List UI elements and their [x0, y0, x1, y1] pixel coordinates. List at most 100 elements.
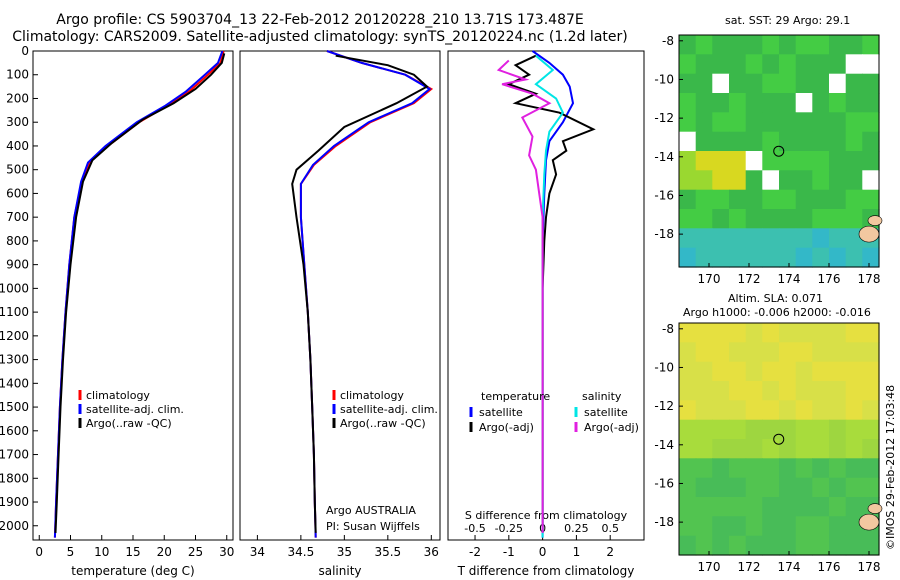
map-cell — [829, 342, 847, 363]
map-cell — [745, 516, 763, 537]
map-cell — [862, 73, 880, 94]
map-cell — [829, 535, 847, 556]
y-tick-label: 200 — [6, 91, 29, 105]
series-line — [496, 59, 552, 533]
map-cell — [695, 361, 713, 382]
map-cell — [762, 516, 780, 537]
map-x-tick-label: 178 — [858, 272, 881, 286]
map-cell — [712, 361, 730, 382]
map-cell — [779, 497, 797, 517]
map-cell — [762, 400, 780, 421]
map-cell — [779, 535, 797, 556]
map-cell — [829, 35, 847, 55]
map-cell — [812, 228, 830, 249]
map-cell — [745, 35, 763, 55]
map-cell — [812, 361, 830, 382]
map-cell — [795, 209, 813, 229]
map-cell — [795, 73, 813, 94]
map-cell — [812, 112, 830, 133]
map-cell — [862, 419, 880, 440]
map-cell — [712, 35, 730, 55]
map-cell — [862, 535, 880, 556]
map-cell — [829, 112, 847, 133]
map-cell — [679, 228, 697, 249]
map-cell — [745, 477, 763, 498]
map-cell — [762, 112, 780, 133]
map-cell — [845, 93, 863, 113]
figure-title-line2: Climatology: CARS2009. Satellite-adjuste… — [12, 29, 628, 45]
map-cell — [729, 228, 747, 249]
map-cell — [812, 342, 830, 363]
map-cell — [762, 342, 780, 363]
legend-label: satellite — [584, 406, 628, 419]
map-cell — [745, 439, 763, 459]
map-cell — [779, 35, 797, 55]
map-cell — [779, 209, 797, 229]
map-cell — [829, 54, 847, 75]
map-cell — [845, 189, 863, 210]
map-cell — [712, 477, 730, 498]
x-tick-label: 35.5 — [374, 545, 401, 559]
map-cell — [712, 247, 730, 268]
map-cell — [829, 209, 847, 229]
map-cell — [679, 189, 697, 210]
map-cell — [729, 361, 747, 382]
legend-salinity-header: salinity — [582, 390, 622, 403]
map-cell — [679, 381, 697, 401]
map-cell — [712, 73, 730, 94]
y-tick-label: 800 — [6, 234, 29, 248]
map-cell — [795, 439, 813, 459]
map-cell — [795, 189, 813, 210]
map-cell — [762, 170, 780, 191]
map-cell — [829, 516, 847, 537]
map-cell — [712, 131, 730, 152]
map-y-tick-label: -10 — [654, 72, 674, 86]
x-tick-label: 0 — [539, 545, 547, 559]
x-top-tick-label: 0.25 — [564, 522, 589, 535]
map-cell — [812, 35, 830, 55]
legend-label: climatology — [340, 389, 404, 402]
map-cell — [679, 170, 697, 191]
map-cell — [745, 400, 763, 421]
map-cell — [712, 93, 730, 113]
map-cell — [845, 361, 863, 382]
map-cell — [845, 516, 863, 537]
map-cell — [712, 497, 730, 517]
series-line — [299, 50, 432, 538]
map-cell — [812, 170, 830, 191]
map-cell — [679, 323, 697, 343]
map-cell — [862, 477, 880, 498]
legend-label: satellite — [479, 406, 523, 419]
map-cell — [762, 54, 780, 75]
map-cell — [862, 189, 880, 210]
map-cell — [712, 323, 730, 343]
map-cell — [845, 228, 863, 249]
map-cell — [729, 419, 747, 440]
map-x-tick-label: 172 — [738, 272, 761, 286]
map-y-tick-label: -14 — [654, 150, 674, 164]
map-cell — [712, 54, 730, 75]
map-cell — [779, 93, 797, 113]
series-line — [506, 54, 596, 533]
map-cell — [845, 35, 863, 55]
map-x-tick-label: 170 — [698, 560, 721, 574]
map-cell — [779, 73, 797, 94]
map-cell — [795, 93, 813, 113]
map-y-tick-label: -10 — [654, 360, 674, 374]
map-cell — [812, 151, 830, 171]
map-cell — [745, 112, 763, 133]
map-cell — [762, 93, 780, 113]
map-cell — [729, 131, 747, 152]
map-cell — [812, 93, 830, 113]
map-cell — [695, 151, 713, 171]
map-cell — [812, 323, 830, 343]
map-cell — [779, 516, 797, 537]
map-cell — [812, 189, 830, 210]
map-cell — [729, 35, 747, 55]
map-cell — [845, 54, 863, 75]
map-cell — [712, 400, 730, 421]
figure-title-line1: Argo profile: CS 5903704_13 22-Feb-2012 … — [56, 12, 584, 28]
map-cell — [795, 535, 813, 556]
y-tick-label: 1600 — [0, 424, 29, 438]
map-cell — [795, 151, 813, 171]
